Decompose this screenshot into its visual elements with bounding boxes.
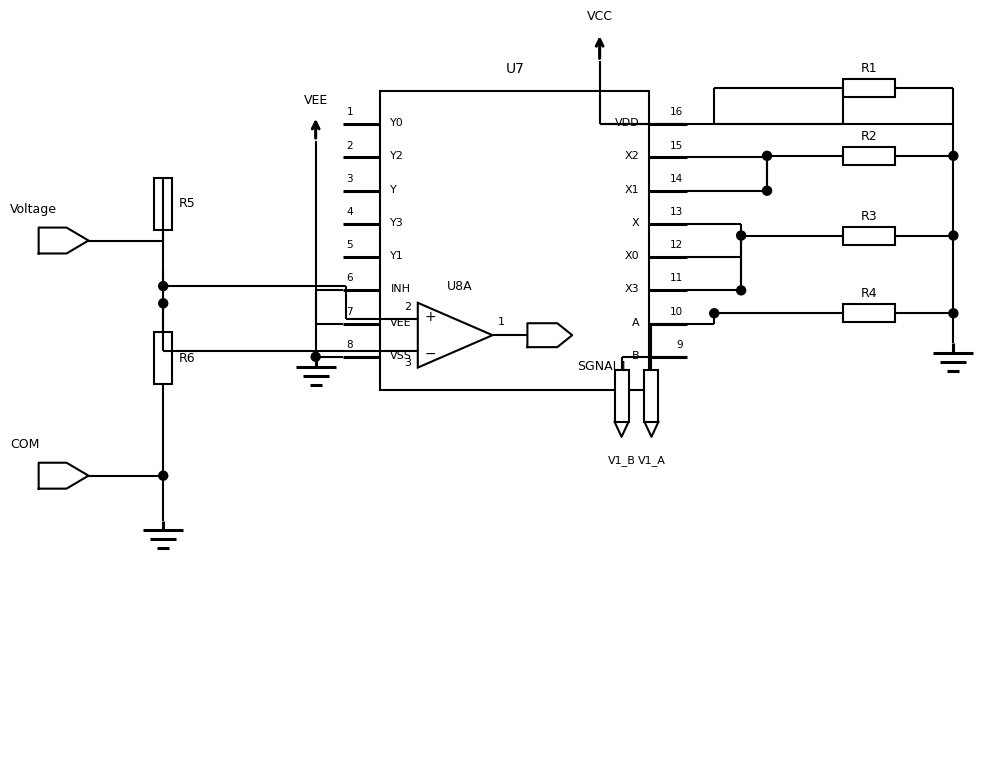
Circle shape — [159, 347, 168, 356]
Bar — [843, 305, 895, 322]
Text: Y1: Y1 — [390, 251, 404, 261]
Text: R1: R1 — [860, 62, 877, 75]
Circle shape — [737, 286, 746, 295]
Text: Y: Y — [390, 184, 397, 195]
Text: 10: 10 — [670, 307, 683, 317]
Text: R3: R3 — [860, 209, 877, 222]
Bar — [644, 370, 658, 422]
Text: X3: X3 — [625, 284, 639, 294]
Text: VCC: VCC — [587, 10, 613, 23]
Circle shape — [710, 308, 719, 318]
Circle shape — [159, 281, 168, 291]
Text: 4: 4 — [347, 207, 353, 217]
Text: X2: X2 — [625, 151, 639, 161]
Text: 3: 3 — [404, 358, 411, 368]
Text: Y0: Y0 — [390, 119, 404, 129]
Text: COM: COM — [10, 438, 39, 451]
Text: R2: R2 — [860, 130, 877, 143]
Circle shape — [949, 151, 958, 160]
Text: A: A — [632, 318, 639, 328]
Text: Y3: Y3 — [390, 218, 404, 228]
Text: 11: 11 — [670, 274, 683, 284]
Circle shape — [159, 471, 168, 480]
Text: 2: 2 — [404, 302, 411, 312]
Text: V1_B: V1_B — [608, 455, 636, 466]
Text: 9: 9 — [677, 339, 683, 350]
Text: 1: 1 — [498, 317, 505, 327]
Circle shape — [949, 308, 958, 318]
Text: R4: R4 — [860, 288, 877, 301]
Text: V1_A: V1_A — [638, 455, 665, 466]
Text: 8: 8 — [347, 339, 353, 350]
Text: SGNAL1: SGNAL1 — [577, 360, 628, 373]
Text: R6: R6 — [179, 352, 196, 364]
Text: Y2: Y2 — [390, 151, 404, 161]
Bar — [843, 79, 895, 97]
Text: VEE: VEE — [390, 318, 412, 328]
Text: 12: 12 — [670, 240, 683, 250]
Text: Voltage: Voltage — [10, 202, 57, 215]
Text: U7: U7 — [506, 62, 524, 76]
Bar — [843, 226, 895, 245]
Circle shape — [763, 151, 772, 160]
Bar — [380, 91, 649, 390]
Text: X: X — [632, 218, 639, 228]
Text: R5: R5 — [179, 197, 196, 210]
Text: −: − — [425, 346, 437, 360]
Text: VDD: VDD — [615, 119, 639, 129]
Text: X1: X1 — [625, 184, 639, 195]
Text: 7: 7 — [347, 307, 353, 317]
Text: INH: INH — [390, 284, 410, 294]
Text: B: B — [632, 351, 639, 361]
Text: U8A: U8A — [447, 280, 473, 293]
Text: 16: 16 — [670, 107, 683, 117]
Circle shape — [737, 231, 746, 240]
Circle shape — [763, 186, 772, 195]
Text: +: + — [425, 310, 437, 324]
Text: X0: X0 — [625, 251, 639, 261]
Text: 5: 5 — [347, 240, 353, 250]
Circle shape — [311, 353, 320, 361]
Text: VEE: VEE — [304, 94, 328, 107]
Circle shape — [949, 231, 958, 240]
Text: 3: 3 — [347, 174, 353, 184]
Text: 6: 6 — [347, 274, 353, 284]
Bar — [154, 177, 172, 229]
Text: 15: 15 — [670, 140, 683, 150]
Bar — [154, 332, 172, 384]
Text: 13: 13 — [670, 207, 683, 217]
Text: VSS: VSS — [390, 351, 412, 361]
Text: 14: 14 — [670, 174, 683, 184]
Bar — [615, 370, 629, 422]
Text: 2: 2 — [347, 140, 353, 150]
Circle shape — [159, 299, 168, 308]
Bar — [843, 147, 895, 165]
Text: 1: 1 — [347, 107, 353, 117]
